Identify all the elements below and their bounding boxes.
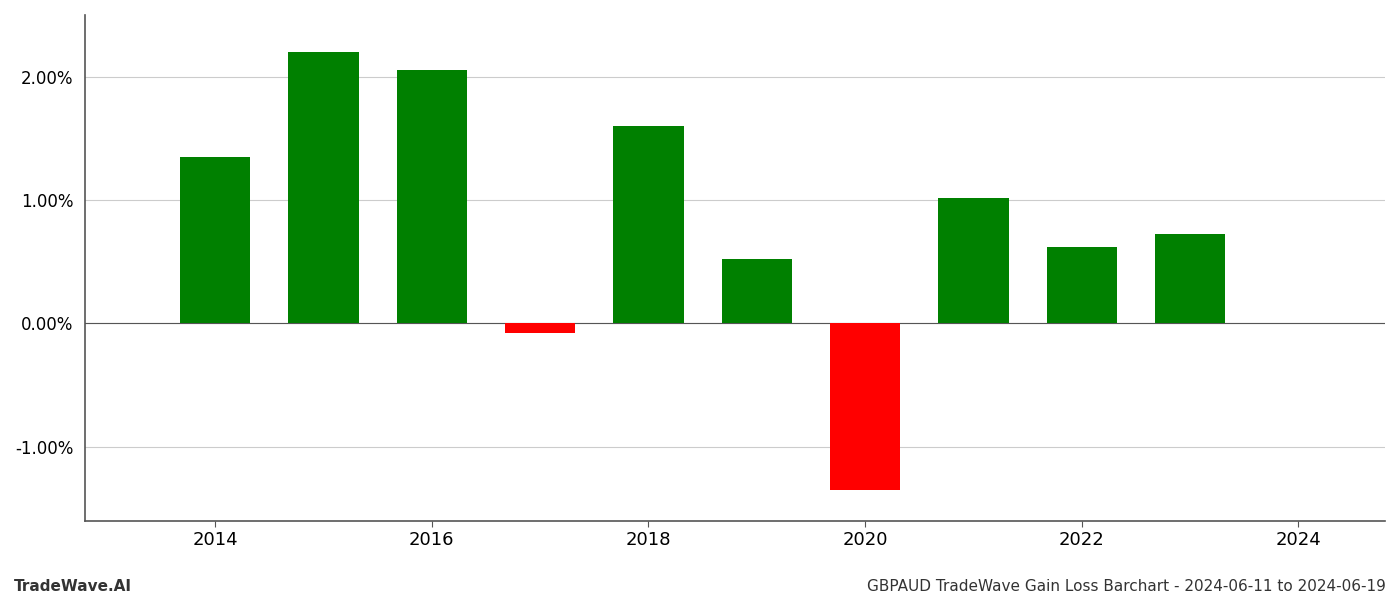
Bar <box>830 323 900 490</box>
Bar <box>396 70 468 323</box>
Bar <box>1155 235 1225 323</box>
Text: GBPAUD TradeWave Gain Loss Barchart - 2024-06-11 to 2024-06-19: GBPAUD TradeWave Gain Loss Barchart - 20… <box>867 579 1386 594</box>
Bar <box>505 323 575 333</box>
Bar <box>613 126 683 323</box>
Bar <box>181 157 251 323</box>
Bar <box>938 197 1008 323</box>
Bar <box>721 259 792 323</box>
Text: TradeWave.AI: TradeWave.AI <box>14 579 132 594</box>
Bar <box>1047 247 1117 323</box>
Bar <box>288 52 358 323</box>
